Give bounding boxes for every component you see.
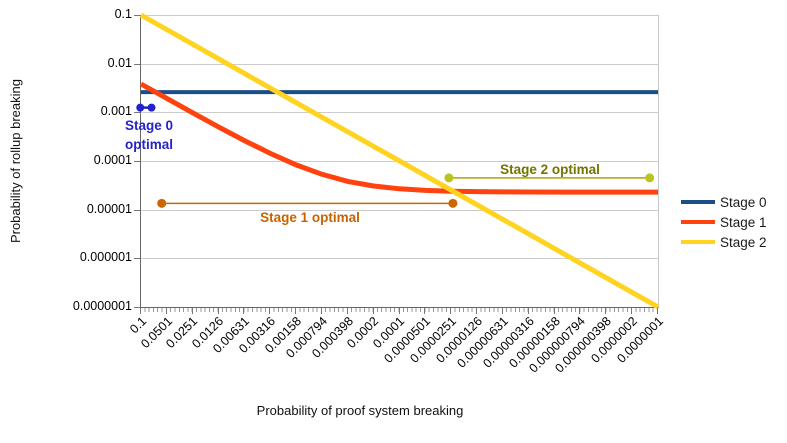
x-tick-mark (191, 308, 193, 314)
y-tick-mark (134, 63, 140, 65)
x-tick-mark (165, 308, 167, 314)
annotation-stage0-optimal: Stage 0 optimal (107, 116, 191, 154)
x-tick-mark (269, 308, 271, 314)
x-tick-mark (424, 308, 426, 314)
y-gridline (141, 15, 658, 16)
x-tick-mark (501, 308, 503, 314)
x-tick-mark (346, 308, 348, 314)
annotation-dot-stage0-right (147, 103, 156, 112)
x-tick-mark (579, 308, 581, 314)
plot-svg (136, 12, 660, 310)
x-tick-mark (372, 308, 374, 314)
y-tick-label: 0.01 (107, 55, 132, 70)
annotation-stage0-line1: Stage 0 (124, 118, 174, 133)
y-tick-label: 0.000001 (79, 250, 132, 265)
annotation-dot-stage1-right (448, 198, 458, 208)
x-tick-mark (476, 308, 478, 314)
x-tick-mark (605, 308, 607, 314)
y-tick-mark (134, 307, 140, 308)
y-gridline (141, 63, 658, 65)
y-tick-label: 0.1 (114, 7, 132, 21)
x-tick-mark (631, 308, 633, 314)
legend-swatch-stage-1 (681, 220, 715, 224)
legend-swatch-stage-0 (681, 200, 715, 204)
legend-label-stage-0: Stage 0 (720, 194, 767, 210)
y-tick-mark (134, 112, 140, 114)
legend-row-stage-1: Stage 1 (681, 212, 767, 232)
x-tick-mark (398, 308, 400, 314)
legend-row-stage-0: Stage 0 (681, 192, 767, 212)
x-tick-mark (553, 308, 555, 314)
legend-row-stage-2: Stage 2 (681, 232, 767, 252)
x-tick-mark (217, 308, 219, 314)
x-tick-mark (657, 308, 658, 314)
y-gridline (141, 209, 658, 211)
annotation-dot-stage1-left (157, 198, 167, 208)
annotation-stage2-optimal: Stage 2 optimal (500, 162, 600, 177)
legend-label-stage-2: Stage 2 (720, 234, 767, 250)
y-tick-label: 0.0000001 (72, 299, 132, 313)
y-tick-mark (134, 15, 140, 16)
legend: Stage 0 Stage 1 Stage 2 (681, 192, 767, 252)
x-tick-mark (320, 308, 322, 314)
x-tick-mark (140, 308, 141, 314)
y-tick-label: 0.001 (100, 104, 132, 119)
x-tick-mark (450, 308, 452, 314)
y-tick-label: 0.00001 (86, 201, 132, 216)
x-tick-mark (527, 308, 529, 314)
legend-swatch-stage-2 (681, 240, 715, 244)
x-axis-title: Probability of proof system breaking (256, 403, 464, 418)
x-tick-mark (243, 308, 245, 314)
series-line-stage-1 (139, 81, 658, 195)
y-tick-mark (134, 258, 140, 260)
y-tick-label: 0.0001 (93, 153, 132, 167)
annotation-dot-stage0-left (136, 103, 145, 112)
annotation-dot-stage2-right (645, 173, 655, 183)
annotation-stage1-optimal: Stage 1 optimal (260, 210, 360, 225)
x-tick-mark (295, 308, 297, 314)
legend-label-stage-1: Stage 1 (720, 214, 767, 230)
y-tick-mark (134, 161, 140, 162)
annotation-stage0-line2: optimal (124, 137, 173, 152)
y-gridline (141, 112, 658, 114)
annotation-dot-stage2-left (444, 173, 454, 183)
y-gridline (141, 258, 658, 260)
y-tick-mark (134, 209, 140, 211)
series-line-stage-2 (139, 12, 660, 310)
plot-area (136, 12, 660, 310)
